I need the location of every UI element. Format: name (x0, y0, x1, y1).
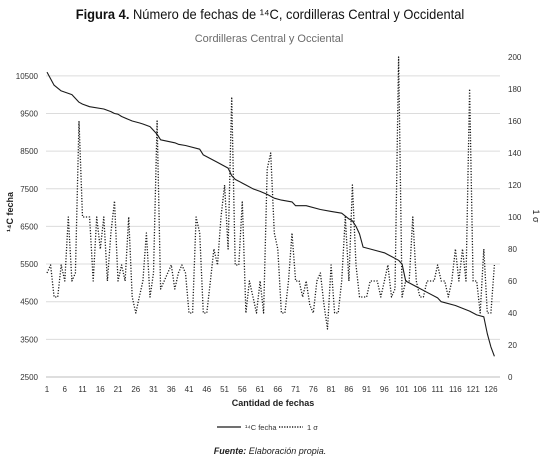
x-tick-label: 106 (413, 385, 427, 394)
y2-tick-label: 100 (508, 213, 522, 222)
x-tick-label: 96 (380, 385, 389, 394)
y-tick-label: 2500 (20, 373, 38, 382)
y2-tick-label: 20 (508, 341, 517, 350)
gridlines (46, 75, 500, 378)
x-tick-label: 16 (96, 385, 105, 394)
x-tick-label: 51 (220, 385, 229, 394)
y-axis-label: ¹⁴C fecha (5, 191, 15, 232)
x-tick-label: 116 (449, 385, 462, 394)
y2-tick-label: 120 (508, 181, 522, 190)
x-tick-label: 21 (114, 385, 123, 394)
source-note: Fuente: Elaboración propia. (0, 446, 540, 456)
y-tick-label: 6500 (20, 222, 38, 231)
x-tick-label: 11 (78, 385, 87, 394)
x-tick-label: 111 (432, 385, 445, 394)
x-axis-label: Cantidad de fechas (232, 398, 315, 408)
x-tick-label: 1 (45, 385, 50, 394)
x-tick-label: 91 (362, 385, 371, 394)
y-tick-label: 10500 (16, 72, 39, 81)
x-tick-label: 56 (238, 385, 247, 394)
x-tick-label: 121 (466, 385, 480, 394)
x-tick-label: 101 (395, 385, 409, 394)
y2-tick-label: 200 (508, 53, 522, 62)
y2-tick-label: 180 (508, 85, 522, 94)
x-tick-label: 31 (149, 385, 158, 394)
y2-tick-label: 60 (508, 277, 517, 286)
x-tick-label: 126 (484, 385, 498, 394)
x-tick-label: 36 (167, 385, 176, 394)
y-tick-label: 7500 (20, 185, 38, 194)
legend: ¹⁴C fecha 1 σ (217, 423, 318, 432)
y2-tick-label: 80 (508, 245, 517, 254)
chart-title: Cordilleras Central y Occiental (195, 33, 344, 45)
x-tick-label: 6 (63, 385, 68, 394)
source-text: Elaboración propia. (248, 446, 327, 456)
x-tick-label: 41 (185, 385, 194, 394)
x-tick-label: 46 (202, 385, 211, 394)
y-tick-label: 5500 (20, 260, 38, 269)
x-tick-label: 76 (309, 385, 318, 394)
x-tick-label: 26 (131, 385, 140, 394)
y2-axis-label: 1 σ (531, 209, 540, 223)
x-tick-label: 61 (256, 385, 265, 394)
legend-label-2: 1 σ (307, 423, 318, 432)
figure-caption: Número de fechas de ¹⁴C, cordilleras Cen… (133, 6, 465, 22)
y2-tick-label: 40 (508, 309, 517, 318)
axes: 2500 3500 4500 5500 6500 7500 8500 9500 10500 0 20… (16, 53, 522, 394)
source-label: Fuente: (213, 446, 247, 456)
y-tick-label: 3500 (20, 335, 38, 344)
x-tick-label: 86 (344, 385, 353, 394)
series-line-1 (46, 71, 495, 357)
legend-label-1: ¹⁴C fecha (245, 423, 277, 432)
plot-area (46, 56, 496, 357)
y2-tick-label: 0 (508, 373, 513, 382)
series-line-2 (46, 56, 496, 330)
y2-tick-label: 140 (508, 149, 522, 158)
x-tick-label: 71 (291, 385, 300, 394)
y2-tick-label: 160 (508, 117, 522, 126)
figure-number: Figura 4. (75, 6, 130, 22)
x-tick-label: 66 (273, 385, 282, 394)
figure-heading: Figura 4. Número de fechas de ¹⁴C, cordi… (22, 6, 519, 22)
y-tick-label: 9500 (20, 109, 38, 118)
y-tick-label: 4500 (20, 298, 38, 307)
x-tick-label: 81 (327, 385, 336, 394)
y-tick-label: 8500 (20, 147, 38, 156)
